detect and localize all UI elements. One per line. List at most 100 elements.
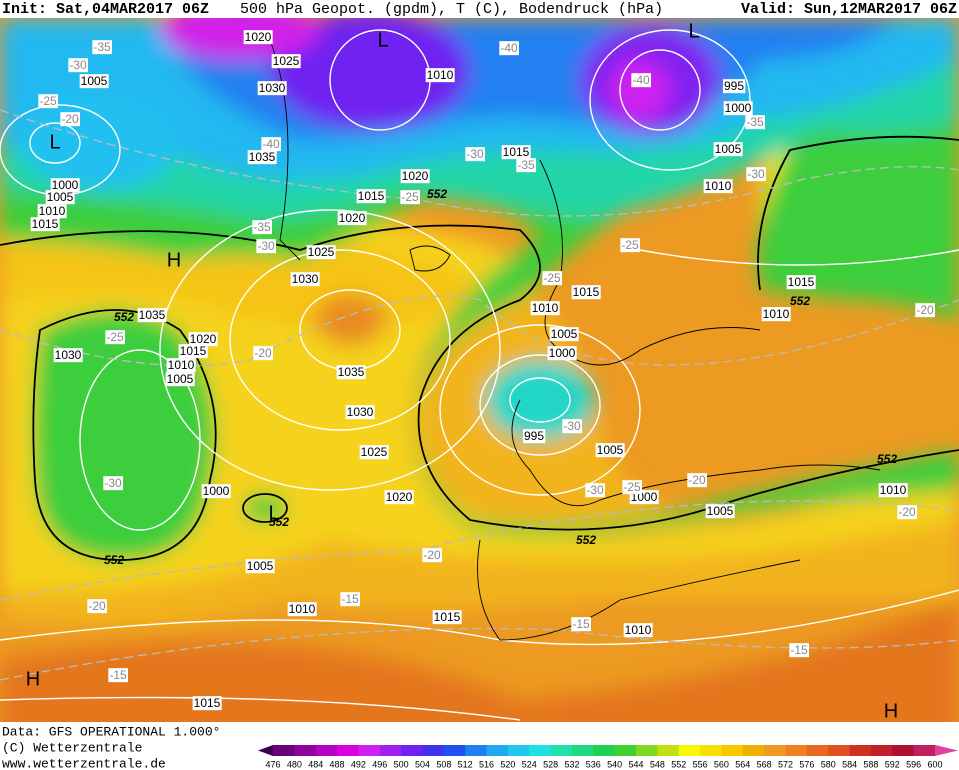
colorbar-segment <box>721 745 744 756</box>
temperature-label: -30 <box>69 58 87 72</box>
pressure-center: H <box>167 249 181 271</box>
temperature-label: -15 <box>341 592 359 606</box>
isobar-label: 1005 <box>715 142 742 156</box>
isobar-label: 1025 <box>361 445 388 459</box>
colorbar-segment <box>678 745 701 756</box>
temperature-label: -20 <box>61 112 79 126</box>
colorbar-tick-label: 576 <box>799 759 814 769</box>
isobar-label-box <box>345 405 375 420</box>
temperature-label: -40 <box>500 41 518 55</box>
isobar-label: 1030 <box>259 81 286 95</box>
temperature-label-box <box>620 238 640 253</box>
isobar-label-box <box>271 54 301 69</box>
colorbar-segment <box>379 745 402 756</box>
temperature-label-box <box>562 419 582 434</box>
isobar-label: 1005 <box>707 504 734 518</box>
colorbar-tick-label: 556 <box>693 759 708 769</box>
isobar-label: 1000 <box>52 178 79 192</box>
colorbar-tick-label: 504 <box>415 759 430 769</box>
temperature-label: -35 <box>517 158 535 172</box>
isobar-label-box <box>79 74 109 89</box>
isobar-label-box <box>53 348 83 363</box>
colorbar-segment <box>358 745 381 756</box>
temperature-label-box <box>516 158 536 173</box>
temperature-label: -40 <box>632 73 650 87</box>
isobar-label: 1030 <box>292 272 319 286</box>
temperature-label-box <box>252 220 272 235</box>
isobar-label: 1005 <box>47 190 74 204</box>
isobar-label-box <box>501 145 531 160</box>
temperature-label-box <box>87 599 107 614</box>
temperature-label: -35 <box>93 40 111 54</box>
temperature-label: -25 <box>621 238 639 252</box>
colorbar-tick-label: 520 <box>500 759 515 769</box>
isobar-label-box <box>287 602 317 617</box>
isobar-label-box <box>243 30 273 45</box>
colorbar-segment <box>507 745 530 756</box>
isobar-label: 1010 <box>427 68 454 82</box>
pressure-center: L <box>377 29 388 51</box>
colorbar-tick-label: 548 <box>650 759 665 769</box>
temperature-label: -20 <box>88 599 106 613</box>
colorbar-tick-label: 532 <box>564 759 579 769</box>
isobar-label: 1035 <box>139 308 166 322</box>
temperature-label-box <box>38 94 58 109</box>
isobar-label-box <box>522 429 546 444</box>
isobar-label-box <box>356 189 386 204</box>
isobar-label-box <box>306 245 336 260</box>
colorbar-tick-label: 516 <box>479 759 494 769</box>
temperature-label-box <box>746 167 766 182</box>
temperature-label: -25 <box>401 190 419 204</box>
temperature-label-box <box>745 115 765 130</box>
isobar-label-box <box>705 504 735 519</box>
colorbar-tick-label: 484 <box>308 759 323 769</box>
isobar-label-box <box>549 327 579 342</box>
isobar-label-box <box>188 332 218 347</box>
colorbar-segment <box>913 745 936 756</box>
colorbar-segment <box>571 745 594 756</box>
temperature-label: -15 <box>572 617 590 631</box>
isobar-label: 1020 <box>245 30 272 44</box>
colorbar-tick-label: 480 <box>287 759 302 769</box>
colorbar-segment <box>636 745 658 756</box>
isobar-label: 1010 <box>532 301 559 315</box>
temperature-label: -20 <box>688 473 706 487</box>
colorbar-tick-label: 524 <box>522 759 537 769</box>
colorbar-tick-label: 500 <box>394 759 409 769</box>
copyright: (C) Wetterzentrale <box>2 740 142 755</box>
isobar-label: 1020 <box>339 211 366 225</box>
temperature-label-box <box>68 58 88 73</box>
colorbar-segment <box>550 745 573 756</box>
isobar-label: 1010 <box>289 602 316 616</box>
temperature-label: -20 <box>423 548 441 562</box>
temperature-label: -35 <box>746 115 764 129</box>
isobar-label: 1015 <box>434 610 461 624</box>
pressure-center: L <box>268 502 279 524</box>
data-source: Data: GFS OPERATIONAL 1.000° <box>2 724 220 739</box>
colorbar-tick-label: 508 <box>436 759 451 769</box>
temperature-label: -25 <box>543 271 561 285</box>
colorbar-tick-label: 544 <box>629 759 644 769</box>
temperature-label: -15 <box>790 643 808 657</box>
isobar-label-box <box>400 169 430 184</box>
isobar-label-box <box>722 79 746 94</box>
isobar-label: 1005 <box>81 74 108 88</box>
isobar-label-box <box>432 610 462 625</box>
temperature-label-box <box>915 303 935 318</box>
header-bar <box>0 0 959 18</box>
colorbar-tick-label: 588 <box>863 759 878 769</box>
colorbar-tick-label: 596 <box>906 759 921 769</box>
isobar-label: 1010 <box>39 204 66 218</box>
colorbar-tick-label: 552 <box>671 759 686 769</box>
isobar-label-box <box>337 211 367 226</box>
colorbar-arrow <box>935 745 958 756</box>
isobar-label: 1035 <box>338 365 365 379</box>
colorbar-tick-label: 512 <box>458 759 473 769</box>
isobar-label: 1015 <box>788 275 815 289</box>
temperature-label: -30 <box>104 476 122 490</box>
colorbar-segment <box>273 745 295 756</box>
isobar-label-box <box>45 190 75 205</box>
colorbar-tick-label: 580 <box>821 759 836 769</box>
temperature-label-box <box>253 346 273 361</box>
